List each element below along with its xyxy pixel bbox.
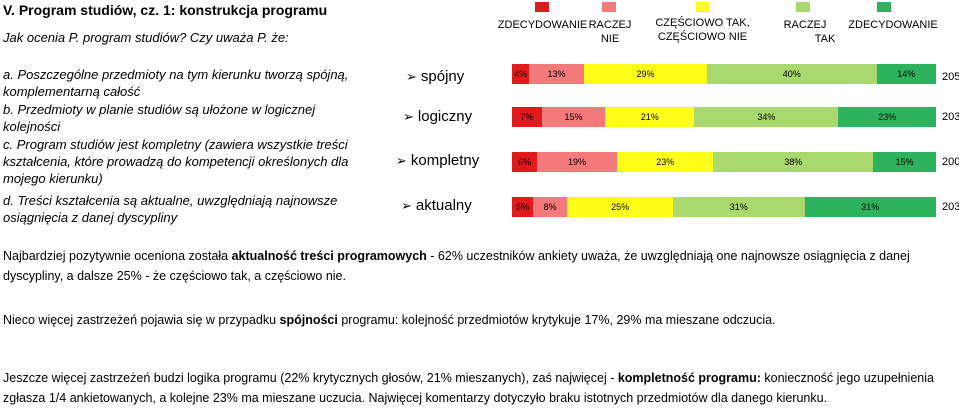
legend-label-0: ZDECYDOWANIE [497,19,588,31]
item-label-logiczny: ➢ logiczny [403,108,473,125]
summary-text: Jeszcze więcej zastrzeżeń budzi logika p… [3,371,618,385]
bar-segment-2-2: 23% [616,152,714,172]
bar-value-label: 5% [516,202,530,212]
question-b: b. Przedmioty w planie studiów są ułożon… [3,102,316,134]
bar-value-label: 15% [895,157,914,167]
question-d: d. Treści kształcenia są aktualne, uwzgl… [3,193,338,225]
bar-value-label: 23% [878,112,897,122]
bar-value-label: 15% [564,112,583,122]
summary-paragraph-1: Najbardziej pozytywnie oceniona została … [3,246,953,286]
bar-value-label: 40% [782,69,801,79]
legend-label-1: RACZEJ NIE [588,19,632,45]
bar-row-0: 4% 13% 29% 40% 14% [512,64,936,84]
bar-segment-0-4: 14% [876,64,936,84]
bar-row-3: 5% 8% 25% 31% 31% [512,197,936,217]
bar-value-label: 31% [729,202,748,212]
bar-segment-1-2: 21% [605,107,695,127]
bar-segment-1-3: 34% [694,107,839,127]
n-count-1: 203 [942,111,959,123]
bar-value-label: 8% [543,202,557,212]
summary-text: programu: kolejność przedmiotów krytykuj… [337,313,776,327]
bar-value-label: 13% [547,69,566,79]
bar-segment-2-4: 15% [873,152,936,172]
bar-segment-3-0: 5% [512,197,534,217]
bar-value-label: 6% [518,157,532,167]
legend-swatch-3 [796,2,810,12]
summary-emphasis: aktualność treści programowych [231,249,427,263]
bar-segment-1-0: 7% [512,107,542,127]
legend-label-2: CZĘŚCIOWO TAK, CZĘŚCIOWO NIE [655,17,750,43]
summary-emphasis: kompletność programu: [617,371,761,385]
summary-paragraph-3: Jeszcze więcej zastrzeżeń budzi logika p… [3,368,953,408]
bar-segment-2-1: 19% [537,152,617,172]
legend-label-3: RACZEJ TAK [783,19,836,45]
bar-value-label: 38% [784,157,803,167]
summary-text: Nieco więcej zastrzeżeń pojawia się w pr… [3,313,280,327]
bar-segment-3-4: 31% [804,197,936,217]
question-a: a. Poszczególne przedmioty na tym kierun… [3,67,349,99]
bar-segment-1-1: 15% [541,107,606,127]
bar-value-label: 7% [520,112,534,122]
legend-swatch-0 [535,2,549,12]
bar-segment-2-0: 6% [512,152,538,172]
legend-label-4: ZDECYDOWANIE [848,19,938,31]
summary-text: - 62% uczestników ankiety uważa, że uwzg… [3,249,910,283]
item-label-spojny: ➢ spójny [406,68,465,85]
bar-segment-0-1: 13% [528,64,585,84]
bar-row-2: 6% 19% 23% 38% 15% [512,152,936,172]
bar-row-1: 7% 15% 21% 34% 23% [512,107,936,127]
bar-segment-2-3: 38% [713,152,873,172]
bar-value-label: 31% [861,202,880,212]
question-c: c. Program studiów jest kompletny (zawie… [3,137,349,186]
bar-value-label: 19% [568,157,587,167]
bar-value-label: 29% [636,69,655,79]
summary-emphasis: spójności [279,313,338,327]
bar-segment-1-4: 23% [838,107,936,127]
summary-text: konieczność jego uzupełnienia zgłasza 1/… [3,371,934,405]
bar-segment-3-3: 31% [673,197,805,217]
item-label-kompletny: ➢ kompletny [396,152,480,169]
legend-swatch-4 [877,2,891,12]
n-count-3: 203 [942,201,959,213]
bar-value-label: 14% [897,69,916,79]
page-subtitle: Jak ocenia P. program studiów? Czy uważa… [3,30,289,45]
legend-swatch-2 [696,2,710,12]
item-label-aktualny: ➢ aktualny [401,197,472,214]
summary-paragraph-2: Nieco więcej zastrzeżeń pojawia się w pr… [3,310,953,330]
bar-segment-3-2: 25% [567,197,674,217]
bar-segment-0-3: 40% [707,64,877,84]
bar-segment-0-2: 29% [584,64,708,84]
bar-value-label: 23% [656,157,675,167]
bar-value-label: 4% [513,69,527,79]
bar-value-label: 21% [640,112,659,122]
bar-segment-3-1: 8% [533,197,568,217]
n-count-0: 205 [942,71,959,83]
page-title: V. Program studiów, cz. 1: konstrukcja p… [3,2,328,18]
bar-value-label: 34% [757,112,776,122]
bar-value-label: 25% [611,202,630,212]
legend-swatch-1 [602,2,616,12]
bar-segment-0-0: 4% [512,64,529,84]
n-count-2: 200 [942,156,959,168]
summary-text: Najbardziej pozytywnie oceniona została [3,249,232,263]
